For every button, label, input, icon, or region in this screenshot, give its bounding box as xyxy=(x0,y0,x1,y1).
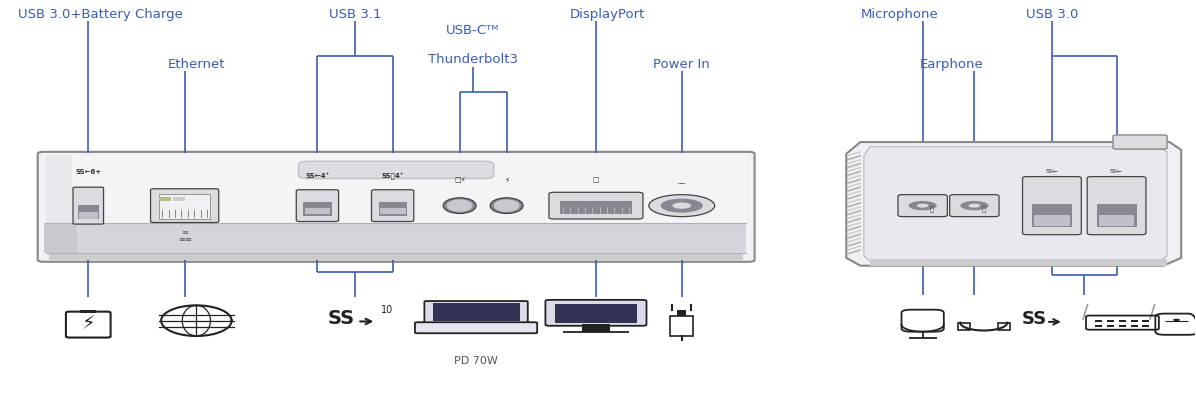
Text: USB-Cᵀᴹ: USB-Cᵀᴹ xyxy=(446,24,499,37)
Text: USB 3.1: USB 3.1 xyxy=(329,8,382,21)
Bar xyxy=(43,223,77,253)
Polygon shape xyxy=(847,142,1182,266)
Bar xyxy=(1032,204,1072,227)
Text: SS←: SS← xyxy=(1045,169,1058,174)
Bar xyxy=(1097,204,1136,227)
Bar xyxy=(670,316,694,336)
FancyBboxPatch shape xyxy=(1087,177,1146,235)
Text: SS←4⁺: SS←4⁺ xyxy=(305,173,330,179)
Circle shape xyxy=(672,203,691,209)
Text: USB 3.0+Battery Charge: USB 3.0+Battery Charge xyxy=(18,8,183,21)
Bar xyxy=(677,310,687,316)
Text: USB 3.0: USB 3.0 xyxy=(1026,8,1078,21)
Bar xyxy=(1099,214,1134,226)
Bar xyxy=(379,208,405,214)
Bar xyxy=(1119,325,1125,327)
Bar xyxy=(1130,320,1137,322)
Text: ⚡: ⚡ xyxy=(81,314,96,333)
Text: PD 70W: PD 70W xyxy=(454,356,498,366)
Bar xyxy=(78,205,99,219)
Bar xyxy=(1107,320,1115,322)
Text: Power In: Power In xyxy=(653,58,710,71)
Bar xyxy=(173,197,184,201)
Bar xyxy=(45,154,746,223)
Bar xyxy=(305,208,330,214)
Bar xyxy=(80,310,97,313)
Bar xyxy=(581,324,610,333)
FancyBboxPatch shape xyxy=(151,189,219,223)
Text: Ethernet: Ethernet xyxy=(167,58,225,71)
Bar xyxy=(1142,320,1149,322)
FancyBboxPatch shape xyxy=(545,300,647,326)
FancyBboxPatch shape xyxy=(415,322,537,333)
Bar xyxy=(958,323,970,331)
Text: SS←6+: SS←6+ xyxy=(75,169,102,175)
Bar xyxy=(1142,325,1149,327)
Bar xyxy=(45,154,72,223)
Circle shape xyxy=(960,201,988,210)
FancyBboxPatch shape xyxy=(372,190,414,221)
Bar xyxy=(1096,320,1103,322)
Text: ≡≡: ≡≡ xyxy=(178,235,191,244)
Text: Earphone: Earphone xyxy=(920,58,984,71)
Text: 10: 10 xyxy=(380,305,393,315)
Text: 🎧: 🎧 xyxy=(982,206,986,212)
Text: □: □ xyxy=(593,177,599,183)
Bar xyxy=(159,197,171,201)
Bar xyxy=(1107,325,1115,327)
Bar xyxy=(869,258,1167,266)
Bar xyxy=(159,194,210,219)
Bar xyxy=(555,304,637,323)
Text: □⚡: □⚡ xyxy=(453,177,465,183)
Text: ⚡: ⚡ xyxy=(504,176,509,185)
Circle shape xyxy=(909,201,936,210)
Text: SS䆔4⁺: SS䆔4⁺ xyxy=(382,173,404,180)
Bar xyxy=(79,212,98,219)
Bar xyxy=(1130,325,1137,327)
Ellipse shape xyxy=(494,199,519,212)
Text: Thunderbolt3: Thunderbolt3 xyxy=(427,52,518,65)
Text: ┄┄: ┄┄ xyxy=(677,181,687,187)
Circle shape xyxy=(660,199,703,213)
Bar xyxy=(304,203,331,216)
Ellipse shape xyxy=(444,198,476,214)
FancyBboxPatch shape xyxy=(1113,135,1167,149)
FancyBboxPatch shape xyxy=(297,190,338,221)
Text: SS: SS xyxy=(1021,310,1046,328)
FancyBboxPatch shape xyxy=(1023,177,1081,235)
Bar xyxy=(45,223,746,253)
Text: ≡: ≡ xyxy=(181,229,188,238)
Text: SS←: SS← xyxy=(1110,169,1123,174)
Ellipse shape xyxy=(446,199,472,212)
FancyBboxPatch shape xyxy=(549,192,643,219)
FancyBboxPatch shape xyxy=(38,152,755,262)
Circle shape xyxy=(969,204,981,208)
Ellipse shape xyxy=(490,198,523,214)
Text: Microphone: Microphone xyxy=(860,8,938,21)
FancyBboxPatch shape xyxy=(898,195,947,217)
Bar xyxy=(1096,325,1103,327)
Circle shape xyxy=(1173,319,1180,321)
Circle shape xyxy=(649,195,715,217)
Text: 🎤: 🎤 xyxy=(930,206,934,212)
Bar xyxy=(49,253,743,260)
Text: /: / xyxy=(1081,303,1088,322)
FancyBboxPatch shape xyxy=(425,301,527,325)
Polygon shape xyxy=(864,147,1167,261)
Bar xyxy=(997,323,1009,331)
Text: DisplayPort: DisplayPort xyxy=(570,8,646,21)
Text: /: / xyxy=(1148,303,1155,322)
FancyBboxPatch shape xyxy=(299,161,494,178)
Bar xyxy=(433,303,519,322)
Bar xyxy=(1035,214,1069,226)
FancyBboxPatch shape xyxy=(73,187,104,224)
Bar xyxy=(1119,320,1125,322)
Circle shape xyxy=(917,204,928,208)
Text: SS: SS xyxy=(328,309,354,328)
FancyBboxPatch shape xyxy=(950,195,999,217)
Bar xyxy=(560,201,633,214)
Bar xyxy=(379,203,407,216)
